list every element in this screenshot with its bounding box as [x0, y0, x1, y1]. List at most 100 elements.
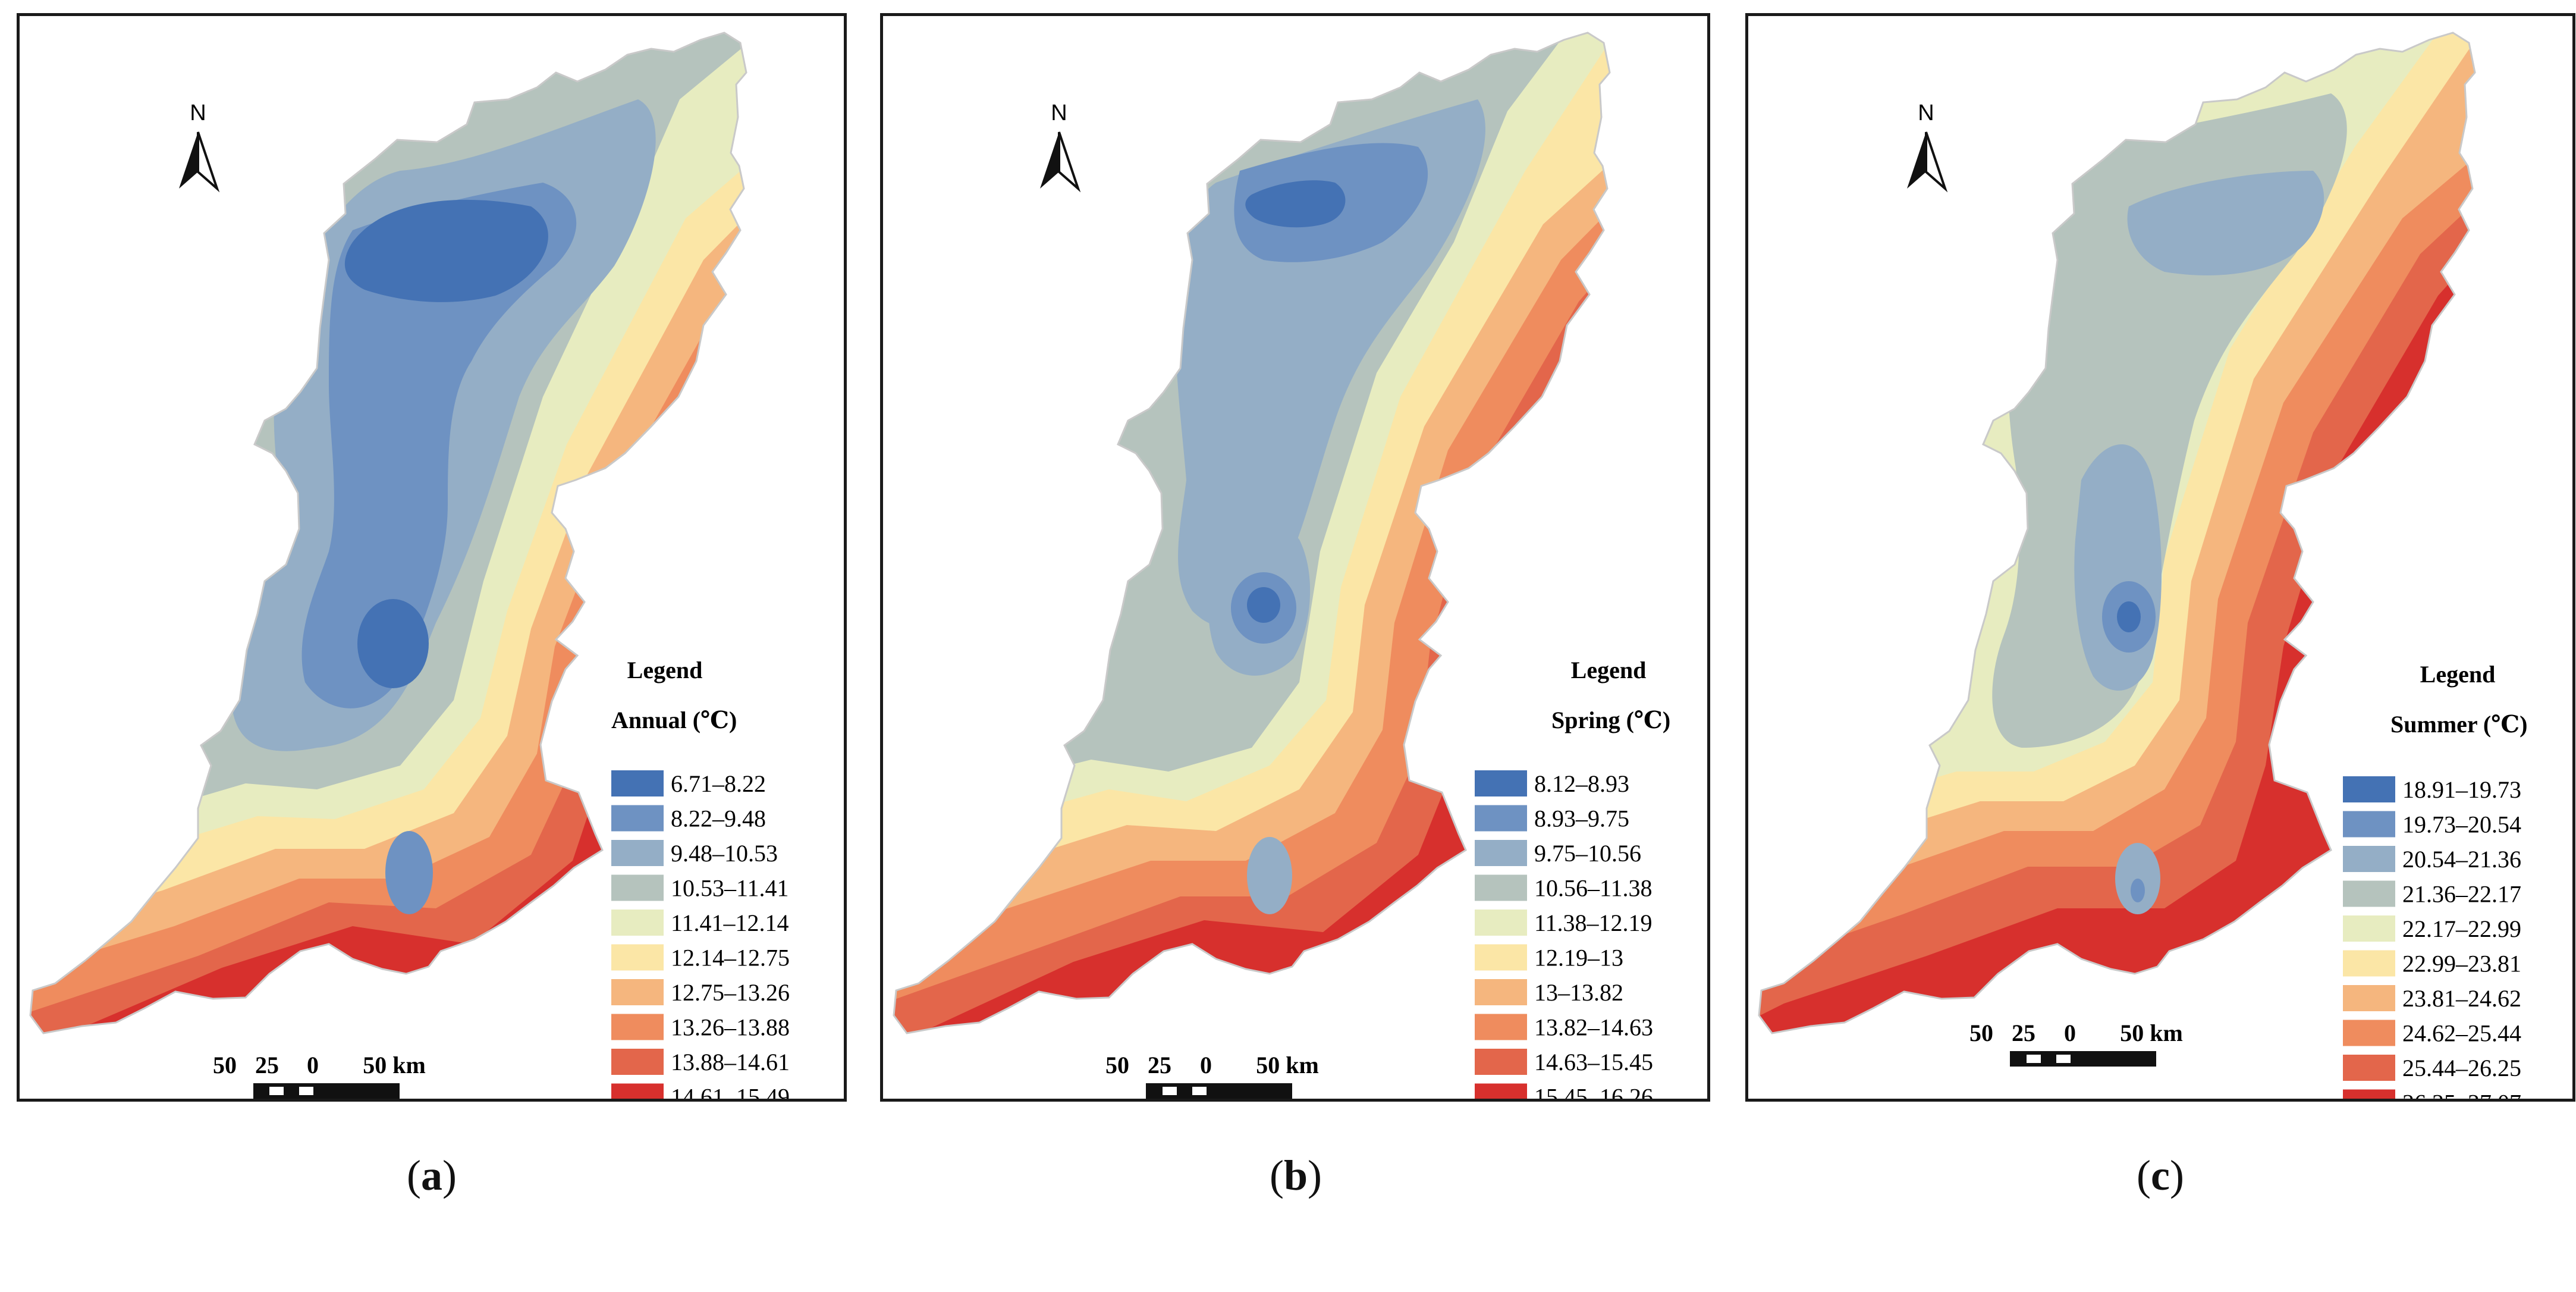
legend-label: 26.25–27.07	[2402, 1090, 2521, 1099]
scale-label-50-left: 50	[213, 1052, 237, 1078]
map-svg-annual: N Legend Annual (℃) 6.71–8.22 8.22–9.48 9.…	[29, 32, 790, 1099]
region-outline	[1758, 32, 2476, 1034]
legend-swatch	[611, 1083, 664, 1099]
north-arrow-icon: N	[1040, 101, 1081, 193]
caption-c-open: (	[2137, 1152, 2151, 1199]
legend-label: 25.44–26.25	[2402, 1055, 2521, 1081]
legend-label: 11.41–12.14	[671, 910, 789, 936]
legend-swatch	[2343, 915, 2395, 942]
legend-swatch	[611, 979, 664, 1005]
legend-subtitle: Summer (℃)	[2390, 711, 2528, 738]
legend-label: 13.88–14.61	[671, 1049, 790, 1075]
legend-label: 14.61–15.49	[671, 1084, 790, 1099]
scale-label-0: 0	[2064, 1020, 2076, 1046]
legend-swatch	[611, 840, 664, 866]
scale-label-25: 25	[2012, 1020, 2035, 1046]
legend-swatch	[611, 944, 664, 971]
legend-swatch	[611, 805, 664, 832]
legend-label: 13.82–14.63	[1534, 1014, 1653, 1041]
legend-title: Legend	[2420, 661, 2496, 688]
caption-c: (c)	[2101, 1151, 2220, 1200]
legend-swatch	[2343, 811, 2395, 838]
caption-a-close: )	[442, 1152, 457, 1199]
caption-b-close: )	[1308, 1152, 1322, 1199]
legend-swatch	[2343, 1020, 2395, 1046]
legend-label: 22.99–23.81	[2402, 951, 2521, 977]
legend-subtitle: Spring (℃)	[1551, 707, 1670, 733]
legend-swatch	[611, 770, 664, 796]
legend-swatch	[2343, 1055, 2395, 1081]
caption-c-close: )	[2169, 1152, 2184, 1199]
legend-label: 20.54–21.36	[2402, 846, 2521, 873]
legend-swatch	[2343, 985, 2395, 1011]
map-panel-summer: N Legend Summer (℃) 18.91–19.73 19.73–20.…	[1745, 13, 2575, 1102]
legend-label: 6.71–8.22	[671, 770, 766, 797]
legend-label: 12.14–12.75	[671, 945, 790, 971]
scale-label-50-left: 50	[1969, 1020, 1993, 1046]
legend-swatch	[2343, 950, 2395, 977]
legend-label: 9.75–10.56	[1534, 840, 1641, 867]
legend-title: Legend	[627, 657, 703, 683]
map-panel-annual: N Legend Annual (℃) 6.71–8.22 8.22–9.48 9.…	[17, 13, 847, 1102]
north-arrow-icon: N	[1907, 101, 1948, 193]
legend-swatch	[1475, 979, 1527, 1005]
caption-a-open: (	[407, 1152, 421, 1199]
scale-bar: 50 25 0 50 km	[1105, 1052, 1319, 1099]
temperature-surface	[894, 33, 1610, 1033]
caption-b-open: (	[1269, 1152, 1284, 1199]
legend-label: 23.81–24.62	[2402, 985, 2521, 1012]
legend-label: 15.45–16.26	[1534, 1084, 1653, 1099]
legend-label: 24.62–25.44	[2402, 1020, 2521, 1047]
caption-b-letter: b	[1283, 1152, 1308, 1199]
legend-label: 11.38–12.19	[1534, 910, 1653, 936]
north-label: N	[1051, 101, 1067, 126]
legend-label: 21.36–22.17	[2402, 881, 2521, 908]
legend-swatch	[2343, 1089, 2395, 1099]
legend-items: 18.91–19.73 19.73–20.54 20.54–21.36 21.36–2…	[2343, 776, 2521, 1099]
legend-swatch	[1475, 1014, 1527, 1040]
legend-label: 19.73–20.54	[2402, 811, 2521, 838]
legend-label: 8.93–9.75	[1534, 805, 1629, 832]
scale-label-50km: 50 km	[363, 1052, 426, 1078]
legend: Legend Annual (℃) 6.71–8.22 8.22–9.48 9.48…	[611, 657, 790, 1099]
scale-label-0: 0	[307, 1052, 319, 1078]
caption-a-letter: a	[421, 1152, 442, 1199]
temperature-surface	[30, 33, 746, 1033]
legend-swatch	[1475, 1049, 1527, 1075]
scale-label-25: 25	[255, 1052, 279, 1078]
scale-bar: 50 25 0 50 km	[1969, 1020, 2183, 1067]
legend-swatch	[1475, 910, 1527, 936]
region-outline	[29, 32, 747, 1034]
legend-swatch	[1475, 805, 1527, 832]
legend-label: 9.48–10.53	[671, 840, 778, 867]
legend-label: 8.22–9.48	[671, 805, 766, 832]
legend-swatch	[2343, 776, 2395, 802]
map-panel-spring: N Legend Spring (℃) 8.12–8.93 8.93–9.75 9.…	[880, 13, 1710, 1102]
caption-a: (a)	[372, 1151, 491, 1200]
legend-swatch	[1475, 1083, 1527, 1099]
legend-subtitle: Annual (℃)	[611, 707, 737, 733]
legend-swatch	[1475, 770, 1527, 796]
legend-items: 6.71–8.22 8.22–9.48 9.48–10.53 10.53–11.41 1…	[611, 770, 790, 1099]
legend-label: 10.53–11.41	[671, 875, 789, 902]
map-svg-spring: N Legend Spring (℃) 8.12–8.93 8.93–9.75 9.…	[893, 32, 1670, 1099]
legend-label: 12.75–13.26	[671, 979, 790, 1006]
legend-swatch	[1475, 874, 1527, 901]
legend-label: 8.12–8.93	[1534, 770, 1629, 797]
legend-swatch	[611, 1014, 664, 1040]
region-outline	[893, 32, 1611, 1034]
map-svg-summer: N Legend Summer (℃) 18.91–19.73 19.73–20.…	[1758, 32, 2528, 1099]
legend-label: 18.91–19.73	[2402, 776, 2521, 803]
scale-label-50-left: 50	[1105, 1052, 1129, 1078]
legend-swatch	[611, 1049, 664, 1075]
legend-title: Legend	[1571, 657, 1647, 683]
legend: Legend Spring (℃) 8.12–8.93 8.93–9.75 9.75…	[1475, 657, 1670, 1099]
scale-label-0: 0	[1200, 1052, 1212, 1078]
legend-label: 13.26–13.88	[671, 1014, 790, 1041]
caption-c-letter: c	[2151, 1152, 2170, 1199]
north-label: N	[190, 101, 206, 126]
legend-swatch	[2343, 846, 2395, 872]
legend-items: 8.12–8.93 8.93–9.75 9.75–10.56 10.56–11.38 1…	[1475, 770, 1653, 1099]
legend: Legend Summer (℃) 18.91–19.73 19.73–20.54…	[2343, 661, 2528, 1099]
